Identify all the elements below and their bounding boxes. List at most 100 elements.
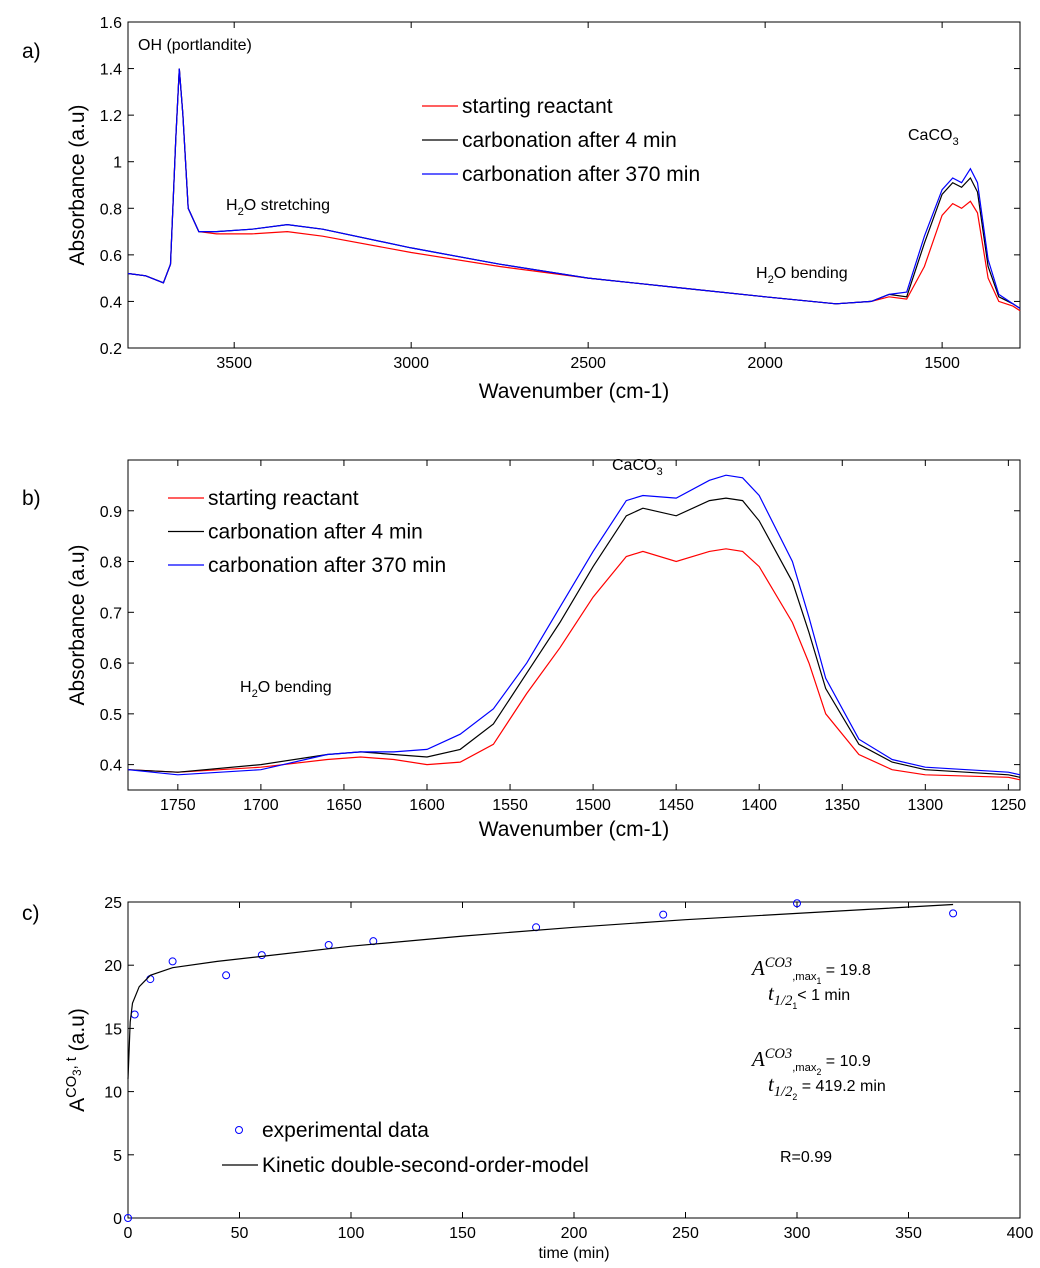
data-point [324,940,333,949]
annotation: ACO3,max1 = 19.8 [750,955,871,986]
annotation: t1/21< 1 min [768,982,850,1011]
y-tick-label: 1.2 [100,108,122,125]
plot-frame [127,459,1021,791]
text-part: = 10.9 [821,1053,870,1070]
x-tick-label: 3000 [393,355,429,372]
text-part: 2 [792,1092,797,1102]
x-tick-label: 1750 [160,797,196,814]
data-point [146,975,155,984]
y-tick-label: 0 [113,1211,122,1228]
text-part: 3 [952,136,958,148]
y-tick-label: 1 [113,155,122,172]
x-tick-label: 400 [1007,1225,1034,1242]
y-tick-label: 1.4 [100,62,122,79]
panel-label: b) [22,487,41,510]
text-part: H [240,679,252,696]
x-tick-label: 150 [449,1225,476,1242]
series-line [127,474,1021,776]
series-line [127,497,1021,778]
y-tick-label: 0.6 [100,656,122,673]
x-tick-label: 350 [895,1225,922,1242]
annotation: H2O stretching [226,197,330,218]
x-tick-label: 300 [784,1225,811,1242]
legend-marker [235,1126,243,1134]
x-tick-label: 100 [338,1225,365,1242]
y-tick-label: 0.8 [100,555,122,572]
text-part: CaCO [908,127,952,144]
text-part: ,max [792,1062,817,1074]
y-tick-label: 0.9 [100,504,122,521]
text-part: 2 [252,688,258,700]
legend-label: carbonation after 370 min [462,163,700,186]
x-axis-label: time (min) [538,1245,609,1262]
y-tick-label: 5 [113,1148,122,1165]
x-tick-label: 2500 [570,355,606,372]
y-tick-label: 20 [104,958,122,975]
x-tick-label: 1500 [924,355,960,372]
y-tick-label: 0.8 [100,201,122,218]
y-tick-label: 0.7 [100,605,122,622]
annotation: R=0.99 [780,1149,832,1166]
text-part: = 419.2 min [797,1078,886,1095]
text-part: , t [64,1057,80,1069]
legend-label: carbonation after 370 min [208,554,446,577]
y-tick-label: 0.5 [100,707,122,724]
y-tick-label: 25 [104,895,122,912]
x-tick-label: 50 [231,1225,249,1242]
text-part: O bending [258,679,332,696]
legend-label: Kinetic double-second-order-model [262,1154,589,1177]
text-part: 2 [238,206,244,218]
legend-label: starting reactant [208,487,359,510]
y-tick-label: 1.6 [100,15,122,32]
x-tick-label: 1400 [741,797,777,814]
x-tick-label: 1450 [658,797,694,814]
text-part: t [768,1073,775,1096]
x-tick-label: 1500 [575,797,611,814]
y-tick-label: 0.6 [100,248,122,265]
x-tick-label: 2000 [747,355,783,372]
y-axis-label: Absorbance (a.u) [66,544,89,705]
text-part: 1 [792,1001,797,1011]
text-part: CaCO [612,457,656,474]
legend-label: experimental data [262,1119,429,1142]
x-tick-label: 3500 [216,355,252,372]
text-part: A [750,957,765,980]
series-line [127,68,1021,309]
text-part: ,max [792,971,817,983]
text-part: t [768,982,775,1005]
y-tick-label: 15 [104,1021,122,1038]
text-part: 2 [816,1067,821,1077]
text-part: R=0.99 [780,1149,832,1166]
plot-frame [127,21,1021,349]
annotation: OH (portlandite) [138,37,252,54]
data-point [793,899,801,908]
text-part: O bending [774,265,848,282]
text-part: OH (portlandite) [138,37,252,54]
y-axis-label: Absorbance (a.u) [66,104,89,265]
annotation: CaCO3 [908,127,959,148]
text-part: 1/2 [774,1084,793,1100]
text-part: 3 [72,1069,84,1075]
x-tick-label: 200 [561,1225,588,1242]
text-part: H [756,265,768,282]
text-part: H [226,197,238,214]
text-part: A [750,1048,765,1071]
annotation: H2O bending [240,679,332,700]
text-part: = 19.8 [821,962,870,979]
series-line [127,903,954,1080]
annotation: t1/22 = 419.2 min [768,1073,886,1102]
legend-label: starting reactant [462,95,613,118]
annotation: H2O bending [756,265,848,286]
data-point [222,971,231,980]
text-part: 2 [768,274,774,286]
panel-label: a) [22,40,41,63]
annotation: ACO3,max2 = 10.9 [750,1046,871,1077]
x-tick-label: 1550 [492,797,528,814]
data-point [257,951,266,960]
legend-label: carbonation after 4 min [462,129,677,152]
x-tick-label: 1700 [243,797,279,814]
legend-label: carbonation after 4 min [208,521,423,544]
text-part: < 1 min [797,987,850,1004]
x-tick-label: 1350 [824,797,860,814]
